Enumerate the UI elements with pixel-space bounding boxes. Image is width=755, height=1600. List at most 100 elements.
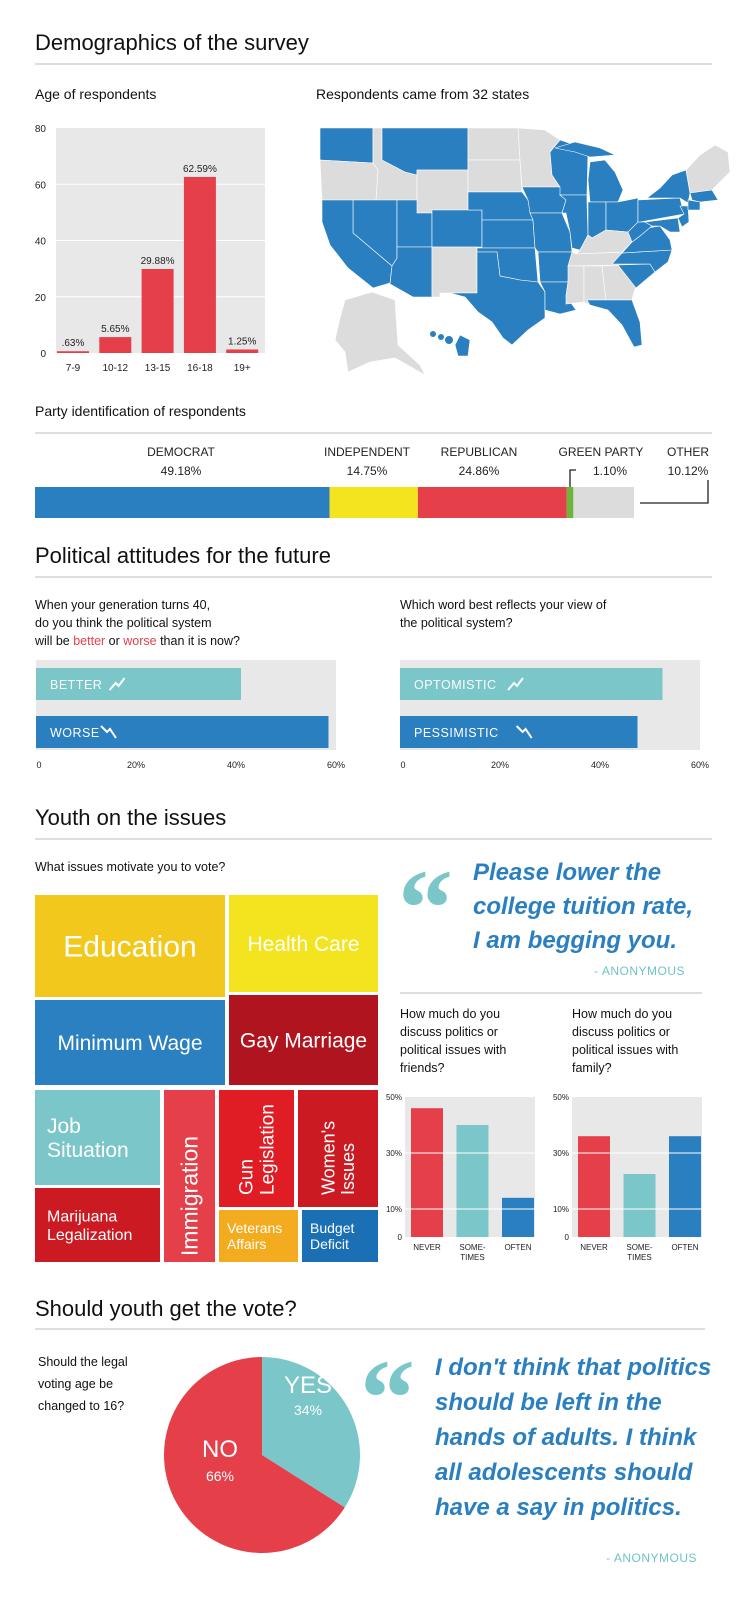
bar-worse [36,716,329,748]
y-tick-label: 0 [40,349,46,360]
section-title-attitudes: Political attitudes for the future [35,543,331,568]
bar [502,1197,534,1237]
data-label: 5.65% [101,324,129,335]
y-tick-label: 50% [553,1093,569,1102]
x-tick-label: 19+ [234,363,251,374]
party-name: OTHER [667,445,709,459]
bar-label: PESSIMISTIC [414,726,499,740]
y-tick-label: 20 [35,293,47,304]
bar-label: BETTER [50,678,102,692]
treemap-label: Minimum Wage [57,1032,202,1055]
section-title-demographics: Demographics of the survey [35,30,309,55]
section-title-vote: Should youth get the vote? [35,1296,297,1321]
question-line: political issues with [400,1043,506,1057]
x-tick-label: NEVER [580,1243,608,1252]
state-ar [537,251,573,283]
x-tick-label: 10-12 [103,363,129,374]
x-tick-label: SOME- [626,1243,653,1252]
treemap-tile [35,1090,160,1185]
quote-author: - ANONYMOUS [594,964,685,978]
data-label: .63% [62,338,85,349]
treemap-tile [229,895,378,992]
pie-value: 66% [206,1468,234,1484]
bar [578,1136,610,1237]
state-fl [586,299,643,348]
state-hi [454,334,471,357]
q-better: better [73,634,105,648]
future-question-line: do you think the political system [35,616,211,630]
treemap-tile [164,1090,215,1262]
x-tick-label: 0 [36,760,41,770]
state-wa [319,127,374,164]
quote-line: I am begging you. [473,927,677,954]
x-tick-label: NEVER [413,1243,441,1252]
party-chart-title: Party identification of respondents [35,403,246,419]
bar-better [36,668,241,700]
future-question-line: When your generation turns 40, [35,598,210,612]
treemap-label: Marijuana [47,1208,117,1225]
party-name: GREEN PARTY [559,445,644,459]
future-chart: BETTER WORSE 0 20% 40% 60% [36,660,345,770]
trend-down-icon [100,725,117,739]
y-tick-label: 10% [386,1205,402,1214]
y-tick-label: 0 [565,1233,570,1242]
state-hi-island [445,336,453,344]
quote-tuition: “ Please lower the college tuition rate, I … [398,847,693,978]
bar-pessimistic [400,716,638,748]
party-name: INDEPENDENT [324,445,411,459]
x-tick-label: 60% [691,760,709,770]
question-highlight: family? [572,1061,612,1075]
party-percent: 14.75% [347,464,388,478]
quote-line: all adolescents should [435,1459,694,1486]
pie-slice-no [164,1357,345,1553]
state-mi [554,141,617,158]
state-ct [687,199,701,211]
question-line: discuss politics or [572,1025,670,1039]
y-tick-label: 40 [35,237,47,248]
friends-chart: How much do you discuss politics or politi… [386,1007,535,1262]
state-hi-island [438,334,444,340]
x-tick-label: OFTEN [504,1243,531,1252]
word-question-line: Which word best reflects your view of [400,598,607,612]
bar-label: WORSE [50,726,100,740]
q-worse: worse [122,634,156,648]
y-tick-label: 80 [35,124,47,135]
state-ca [321,199,393,289]
quote-mark-icon: “ [398,847,453,969]
quote-author: - ANONYMOUS [606,1551,697,1565]
trend-up-icon [507,677,524,691]
treemap-tile [35,1000,225,1085]
age-chart-title: Age of respondents [35,86,156,102]
question-line: Should the legal [38,1355,128,1369]
treemap-label: Gun [237,1159,258,1195]
data-label: 62.59% [183,164,217,175]
state-ga [601,264,637,301]
question-line: How much do you [572,1007,672,1021]
quote-line: Please lower the [473,859,661,886]
x-tick-label: 16-18 [187,363,213,374]
q-text: than it is now? [157,634,240,648]
treemap-label: Health Care [247,933,359,956]
party-percent: 1.10% [593,464,627,478]
question-line: voting age be [38,1377,113,1391]
quote-mark-icon: “ [360,1337,415,1459]
word-chart: OPTOMISTIC PESSIMISTIC 0 20% 40% 60% [400,660,709,770]
data-label: 1.25% [228,336,256,347]
trend-up-icon [108,677,126,691]
state-nd [467,127,521,161]
party-chart: DEMOCRAT 49.18% INDEPENDENT 14.75% REPUBLICA… [35,445,709,518]
data-label: 29.88% [141,256,175,267]
age-chart: 0 20 40 60 80 .63% 7-9 5.65% 10-12 29.88% 13-15 62.… [35,124,265,374]
question-highlight: friends? [400,1061,445,1075]
bar [623,1174,656,1237]
state-mi [587,159,624,203]
treemap-tile [35,1188,160,1262]
x-tick-label: OFTEN [671,1243,698,1252]
treemap-label: Veterans [227,1220,282,1236]
state-co [431,209,483,248]
q-text: or [105,634,123,648]
state-ny [646,169,691,204]
pie-label: YES [284,1372,332,1399]
quote-line: have a say in politics. [435,1494,682,1521]
party-bar-other [573,487,634,518]
